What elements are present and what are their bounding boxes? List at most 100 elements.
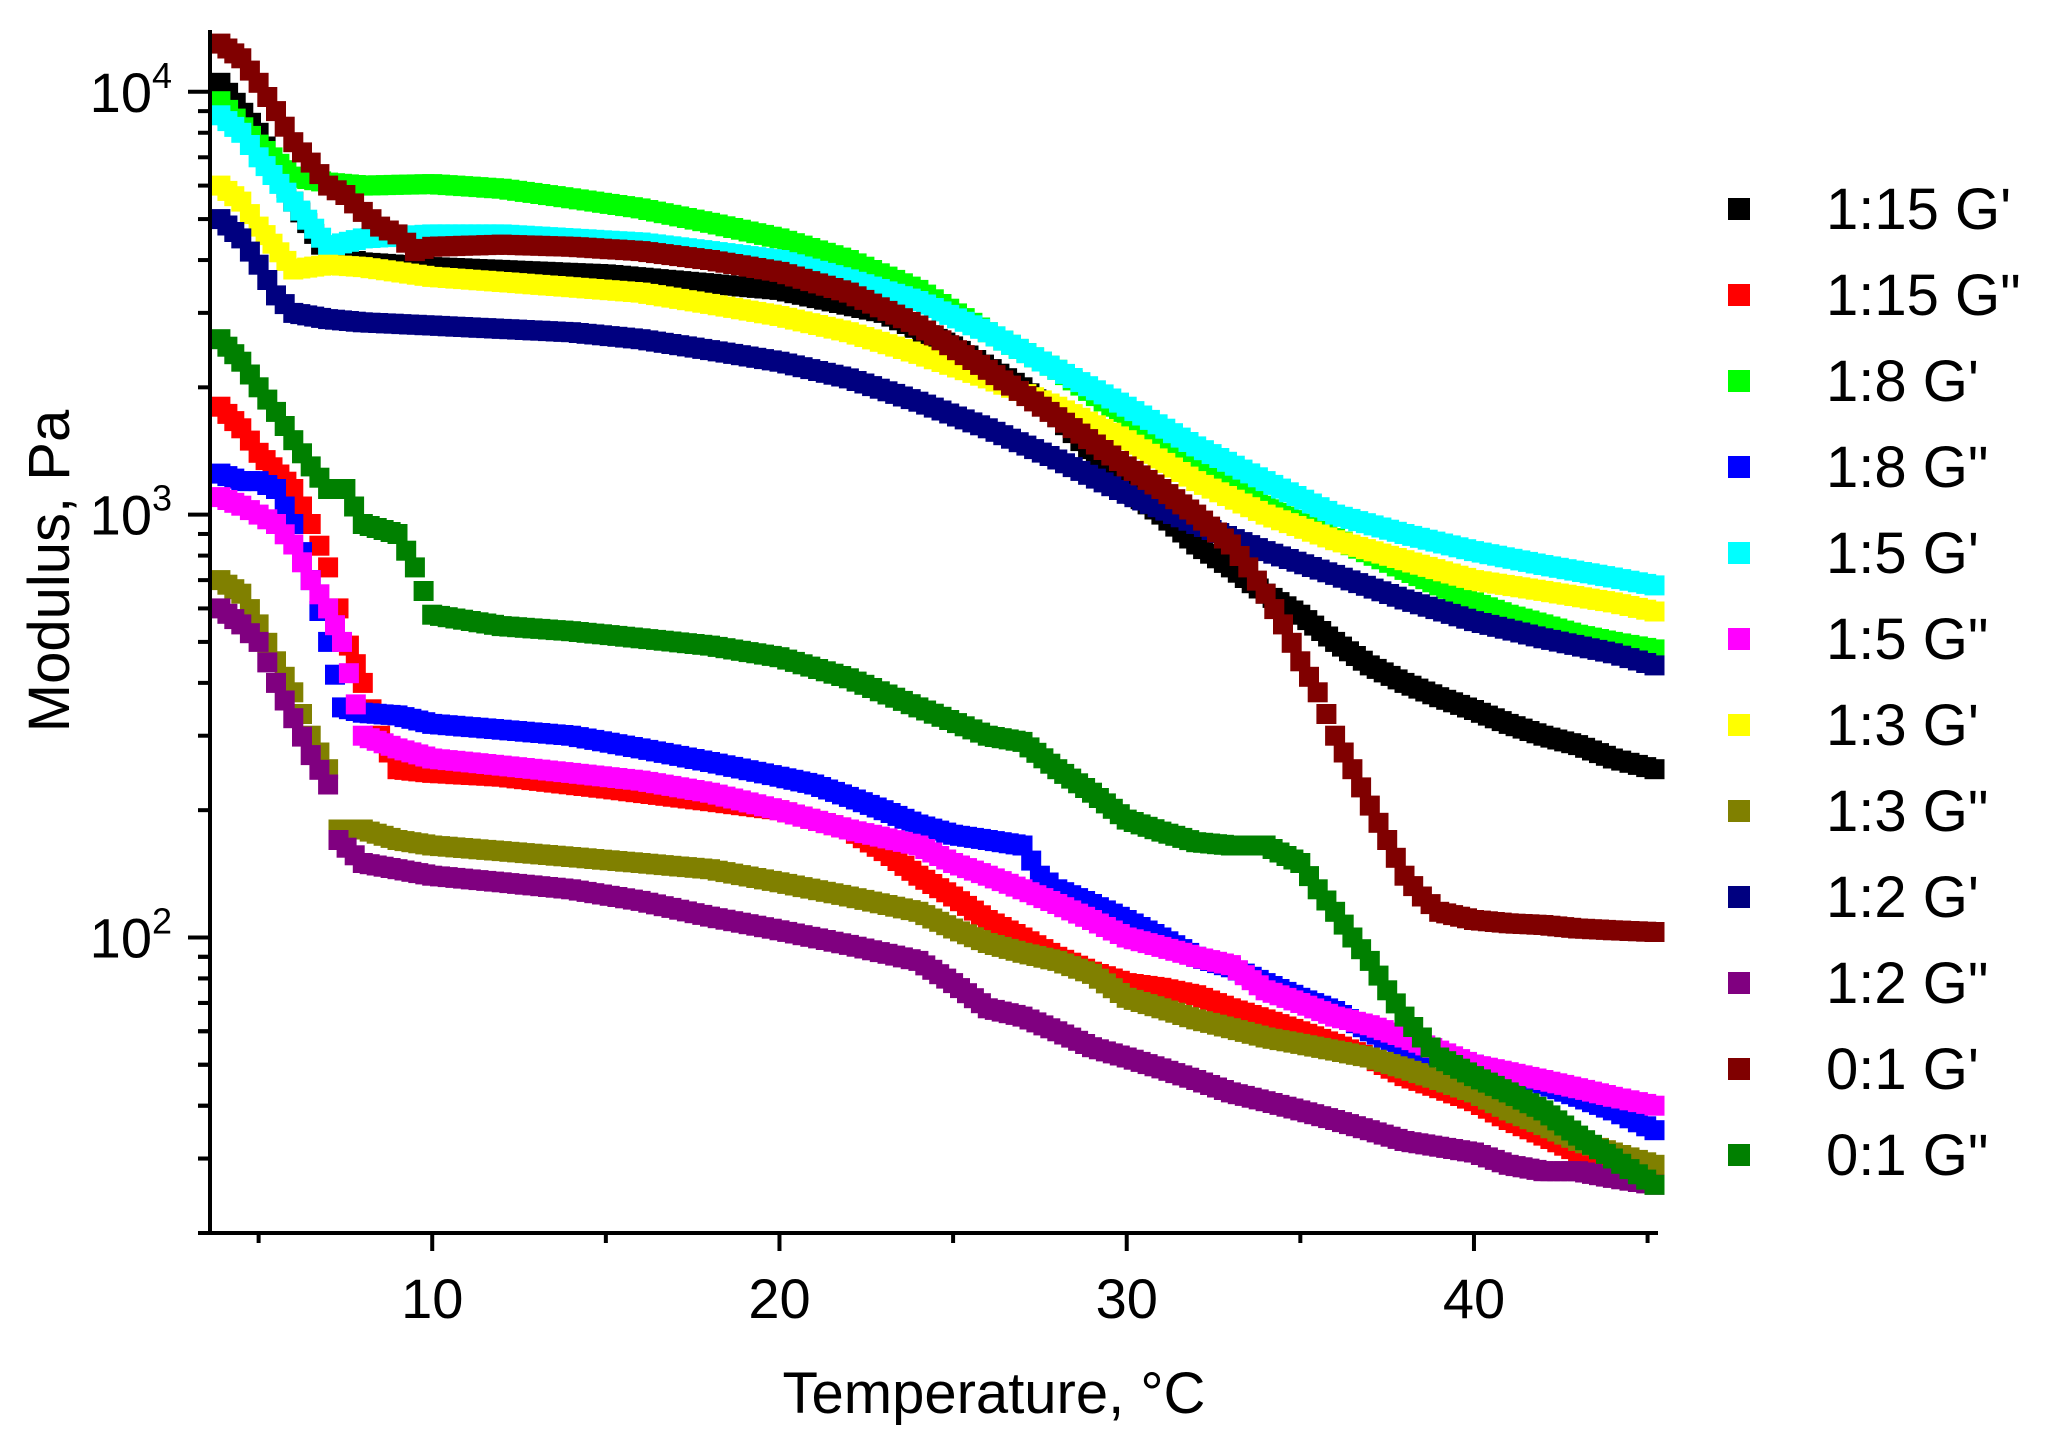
legend-label: 1:2 G' xyxy=(1826,865,1979,930)
legend-label: 1:2 G" xyxy=(1826,951,1988,1016)
data-point xyxy=(413,581,434,601)
data-point xyxy=(344,496,365,517)
x-axis-title: Temperature, °C xyxy=(783,1361,1206,1426)
data-point xyxy=(1281,632,1302,653)
data-point xyxy=(266,479,286,499)
x-tick-label: 30 xyxy=(1096,1267,1158,1330)
data-point xyxy=(338,663,359,684)
legend-marker xyxy=(1728,542,1750,564)
legend-label: 1:15 G" xyxy=(1826,263,2021,328)
legend-label: 0:1 G' xyxy=(1826,1037,1979,1102)
data-point xyxy=(1316,704,1337,724)
x-tick-label: 40 xyxy=(1443,1267,1505,1330)
data-point xyxy=(318,598,339,619)
data-point xyxy=(266,672,286,693)
data-point xyxy=(1385,847,1406,868)
series-1-2-g-gpp xyxy=(210,598,1665,1195)
data-point xyxy=(1290,651,1311,672)
data-point xyxy=(283,479,304,499)
legend-marker xyxy=(1728,972,1750,994)
data-point xyxy=(396,540,417,561)
data-point xyxy=(1021,850,1042,871)
data-point xyxy=(274,496,295,517)
data-point xyxy=(1644,922,1665,942)
legend-label: 1:8 G" xyxy=(1826,435,1988,500)
data-point xyxy=(1333,742,1354,763)
data-point xyxy=(325,615,345,636)
x-tick-label: 20 xyxy=(748,1267,810,1330)
legend-marker xyxy=(1728,800,1750,822)
data-point xyxy=(266,101,286,122)
data-point xyxy=(1377,830,1398,850)
data-point xyxy=(283,534,304,555)
legend-item: 0:1 G' xyxy=(1728,1037,1979,1102)
legend-item: 1:15 G' xyxy=(1728,177,2011,242)
data-point xyxy=(345,694,366,715)
data-point xyxy=(1342,759,1363,780)
data-point xyxy=(1264,599,1285,620)
data-point xyxy=(1368,812,1389,833)
series-0-1-g-gp xyxy=(210,33,1665,942)
data-point xyxy=(1255,583,1276,604)
y-tick-label: 102 xyxy=(90,900,172,969)
data-point xyxy=(300,514,321,534)
data-point xyxy=(1325,725,1346,746)
data-point xyxy=(1359,795,1380,816)
legend-item: 1:8 G' xyxy=(1728,349,1979,414)
legend-label: 1:5 G" xyxy=(1826,607,1988,672)
data-point xyxy=(1644,601,1665,622)
data-point xyxy=(1644,575,1665,596)
data-point xyxy=(1644,759,1665,780)
data-point xyxy=(309,535,330,556)
legend-item: 1:8 G" xyxy=(1728,435,1988,500)
data-point xyxy=(335,479,356,499)
data-point xyxy=(1644,1095,1665,1116)
data-point xyxy=(248,631,269,652)
data-point xyxy=(257,652,278,673)
data-points-layer xyxy=(210,33,1665,1195)
series-0-1-g-gpp xyxy=(210,329,1665,1195)
data-point xyxy=(1351,777,1372,798)
legend-label: 0:1 G" xyxy=(1826,1123,1988,1188)
legend-marker xyxy=(1728,1058,1750,1080)
data-point xyxy=(248,254,269,275)
data-point xyxy=(283,708,304,729)
data-point xyxy=(404,557,425,578)
series-1-5-g-gpp xyxy=(210,487,1665,1116)
legend-marker xyxy=(1728,198,1750,220)
ticks-layer: 10 20 30 40 102 103 104 xyxy=(90,55,1650,1330)
legend-item: 1:2 G' xyxy=(1728,865,1979,930)
data-point xyxy=(1299,666,1319,687)
data-point xyxy=(257,270,278,290)
legend-label: 1:15 G' xyxy=(1826,177,2011,242)
y-tick-label: 103 xyxy=(90,478,172,547)
data-point xyxy=(274,690,295,711)
data-point xyxy=(231,583,252,604)
legend-item: 1:5 G' xyxy=(1728,521,1979,586)
legend-marker xyxy=(1728,886,1750,908)
data-point xyxy=(239,599,260,620)
legend-marker xyxy=(1728,456,1750,478)
y-axis-title: Modulus, Pa xyxy=(17,409,82,732)
legend-item: 0:1 G" xyxy=(1728,1123,1988,1188)
legend-item: 1:5 G" xyxy=(1728,607,1988,672)
legend-marker xyxy=(1728,714,1750,736)
data-point xyxy=(1307,682,1328,703)
legend-item: 1:3 G" xyxy=(1728,779,1988,844)
data-point xyxy=(318,774,339,795)
legend-label: 1:3 G" xyxy=(1826,779,1988,844)
legend-label: 1:3 G' xyxy=(1826,693,1979,758)
data-point xyxy=(1012,835,1033,856)
legend-label: 1:8 G' xyxy=(1826,349,1979,414)
y-tick-label: 104 xyxy=(90,55,172,124)
data-point xyxy=(292,552,312,573)
legend-marker xyxy=(1728,370,1750,392)
axes-layer xyxy=(208,30,1658,1235)
legend-marker xyxy=(1728,628,1750,650)
legend-item: 1:2 G" xyxy=(1728,951,1988,1016)
legend-label: 1:5 G' xyxy=(1826,521,1979,586)
data-point xyxy=(1644,1174,1665,1195)
legend-item: 1:15 G" xyxy=(1728,263,2021,328)
